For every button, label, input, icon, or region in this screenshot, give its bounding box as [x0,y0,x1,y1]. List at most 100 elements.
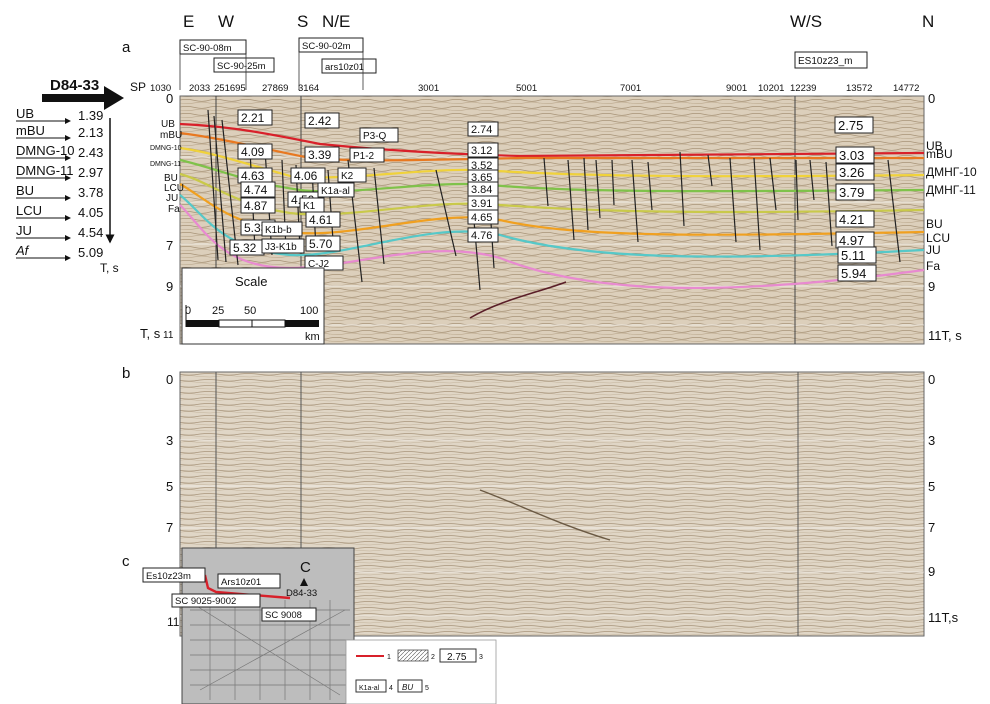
time-pick-value: 4.21 [839,212,864,227]
right-horizon-label: JU [926,243,941,257]
horizon-time: 2.43 [78,145,103,160]
time-pick-value: 5.32 [233,241,257,255]
scale-title: Scale [235,274,268,289]
axis-tick: 9 [928,564,935,579]
time-pick-value: 3.03 [839,148,864,163]
time-pick-value: 2.74 [471,124,492,136]
time-pick-box [304,112,340,129]
sp-tick: 14772 [893,83,919,94]
time-pick-box [240,197,276,214]
well-tags: SC-90-08m SC-90-25m SC-90-02m ars10z01 E… [179,37,868,90]
axis-bottom-left: T, s [140,326,161,341]
scale-tick: 50 [244,305,256,317]
inner-horizon-label: JU [166,193,178,204]
panel-b-axis-bottom: 11T,s [928,610,959,625]
time-pick-value: 4.09 [241,145,265,159]
horizon-name: DMNG-10 [16,143,75,158]
left-time-unit: T, s [100,261,119,275]
well-tag: SC-90-25m [217,61,266,72]
age-label: K1b-b [265,225,292,236]
map-north-label: C [300,559,311,576]
age-label: K2 [341,171,354,182]
legend-num: 5 [425,685,429,692]
legend-num: 2 [431,654,435,661]
time-pick-value: 3.65 [471,172,492,184]
right-horizon-label: ДМНГ-11 [926,183,976,197]
axis-tick: 5 [928,479,935,494]
time-pick-value: 4.76 [471,230,492,242]
axis-tick: 7 [166,520,173,535]
age-label-box [359,127,399,143]
axis-tick: 7 [928,520,935,535]
age-label: K1a-al [321,186,350,197]
direction-n: N [922,12,934,31]
horizon-dmng10 [179,146,925,179]
age-label-box [261,238,305,254]
age-label-box [299,197,325,213]
right-horizon-label: mBU [926,147,953,161]
sp-tick: 3164 [298,83,319,94]
age-labels: P3-Q P1-2 K2 K1a-al K1 K1b-b J3-K1b C-J2 [261,127,399,271]
time-pick-value: 3.52 [471,160,492,172]
panel-a-left-axis: 0 7 9 [166,91,173,294]
time-pick-value: 3.39 [308,148,332,162]
age-label-box [349,147,385,163]
horizon-time: 2.13 [78,125,103,140]
sp-tick: 3001 [418,83,439,94]
time-pick-box [304,146,340,163]
legend: 1 2 2.75 3 K1a-al 4 BU 5 [345,639,497,704]
panel-b-right-axis: 0 3 5 7 9 [928,372,935,579]
horizon-name: JU [16,223,32,238]
legend-box-value: 2.75 [447,652,467,663]
inset-map: Es10z23m Ars10z01 SC 9025-9002 SC 9008 D… [142,547,355,704]
axis-tick: 0 [928,372,935,387]
time-pick-box [837,264,877,282]
sp-tick: 12239 [790,83,816,94]
map-label: SC 9008 [265,610,302,621]
legend-num: 1 [387,654,391,661]
horizon-time: 4.05 [78,205,103,220]
axis-tick: 0 [928,91,935,106]
time-pick-boxes: 2.214.094.634.744.875.335.322.423.394.06… [229,109,877,282]
age-label: J3-K1b [265,242,297,253]
axis-tick: 9 [928,279,935,294]
time-pick-box [835,146,875,164]
time-pick-value: 4.61 [309,213,333,227]
panel-b-label: b [122,365,130,382]
sp-tick: 251695 [214,83,246,94]
time-pick-box [290,167,326,184]
time-pick-box [834,116,874,134]
time-pick-value: 4.63 [241,169,265,183]
axis-tick: 9 [166,279,173,294]
axis-tick: 3 [928,433,935,448]
horizon-name: mBU [16,123,45,138]
axis-tick: 0 [166,91,173,106]
time-pick-box [305,235,341,252]
age-label: P3-Q [363,131,387,142]
direction-ws: W/S [790,12,822,31]
age-label: C-J2 [308,259,330,270]
inner-horizon-label: BU [164,173,178,184]
axis-bottom-right: 11T, s [928,328,962,343]
direction-ne: N/E [322,12,350,31]
right-horizon-label: ДМНГ-10 [926,165,977,179]
horizon-name: LCU [16,203,42,218]
north-arrow-icon [300,578,308,586]
panel-a-label: a [122,39,131,56]
time-pick-box [237,143,273,160]
map-label: Es10z23m [146,571,191,582]
time-pick-box [237,109,273,126]
panel-a-right-axis: 0 9 [928,91,935,294]
legend-horizon-symbol: BU [402,683,413,692]
scale-unit: km [305,331,320,343]
horizon-name: BU [16,183,34,198]
horizon-time: 4.54 [78,225,103,240]
well-tag: ES10z23_m [798,56,852,67]
inner-horizon-label: Fa [168,204,180,215]
inner-horizon-label: UB [161,119,175,130]
horizon-lcu [179,183,925,236]
well-tag: SC-90-08m [183,43,232,54]
time-pick-box [240,181,276,198]
time-pick-value: 4.97 [839,233,864,248]
